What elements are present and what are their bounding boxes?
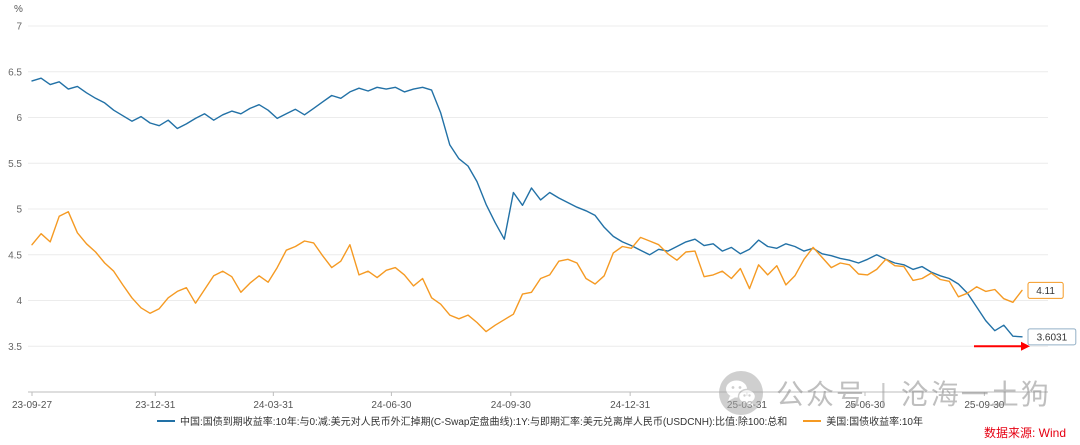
svg-text:23-09-27: 23-09-27 [12,400,52,411]
svg-text:25-06-30: 25-06-30 [845,400,885,411]
svg-text:4.5: 4.5 [8,250,22,261]
legend-item-china-yield: 中国:国债到期收益率:10年:与0:减:美元对人民币外汇掉期(C-Swap定盘曲… [157,413,787,428]
svg-text:25-09-30: 25-09-30 [964,400,1004,411]
svg-text:25-03-31: 25-03-31 [727,400,767,411]
svg-text:4: 4 [16,296,22,307]
svg-text:24-06-30: 24-06-30 [371,400,411,411]
svg-text:4.11: 4.11 [1036,286,1055,297]
legend-item-us-yield: 美国:国债收益率:10年 [803,413,923,428]
svg-text:7: 7 [16,22,22,33]
svg-text:5.5: 5.5 [8,159,22,170]
svg-text:23-12-31: 23-12-31 [135,400,175,411]
svg-text:5: 5 [16,205,22,216]
svg-text:24-09-30: 24-09-30 [491,400,531,411]
legend-swatch-us [803,419,822,422]
svg-text:6: 6 [16,113,22,124]
svg-text:24-03-31: 24-03-31 [253,400,293,411]
y-axis-unit-label: % [14,4,23,15]
legend-swatch-china [157,419,176,422]
svg-text:6.5: 6.5 [8,67,22,78]
legend-label-china: 中国:国债到期收益率:10年:与0:减:美元对人民币外汇掉期(C-Swap定盘曲… [180,417,788,428]
svg-text:3.6031: 3.6031 [1037,332,1068,343]
legend-label-us: 美国:国债收益率:10年 [826,417,923,428]
chart-legend: 中国:国债到期收益率:10年:与0:减:美元对人民币外汇掉期(C-Swap定盘曲… [0,413,1080,428]
data-source-note: 数据来源: Wind [983,426,1066,440]
svg-text:3.5: 3.5 [8,342,22,353]
svg-text:24-12-31: 24-12-31 [610,400,650,411]
